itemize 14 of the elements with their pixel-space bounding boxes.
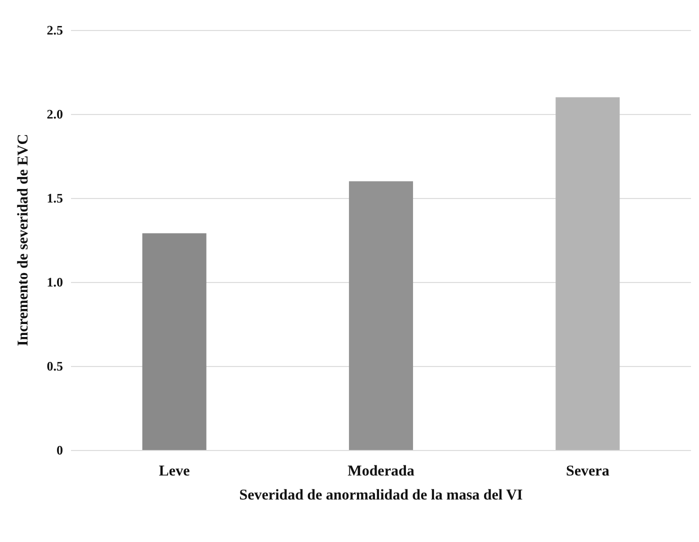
bar xyxy=(348,181,414,450)
y-tick-label: 0.5 xyxy=(46,358,64,374)
x-tick-label: Leve xyxy=(158,464,190,480)
bar xyxy=(142,233,206,450)
x-tick-label: Severa xyxy=(566,464,610,480)
y-tick-label: 1.0 xyxy=(46,274,63,290)
y-tick-label: 2.5 xyxy=(46,22,64,38)
x-axis-title: Severidad de anormalidad de la masa del VI xyxy=(239,488,523,504)
y-axis-title: Incremento de severidad de EVC xyxy=(16,134,32,346)
bar xyxy=(556,97,620,450)
x-tick-label: Moderada xyxy=(348,464,415,480)
y-tick-label: 0 xyxy=(56,442,63,458)
y-tick-label: 1.5 xyxy=(46,190,64,206)
y-tick-label: 2.0 xyxy=(46,106,63,122)
